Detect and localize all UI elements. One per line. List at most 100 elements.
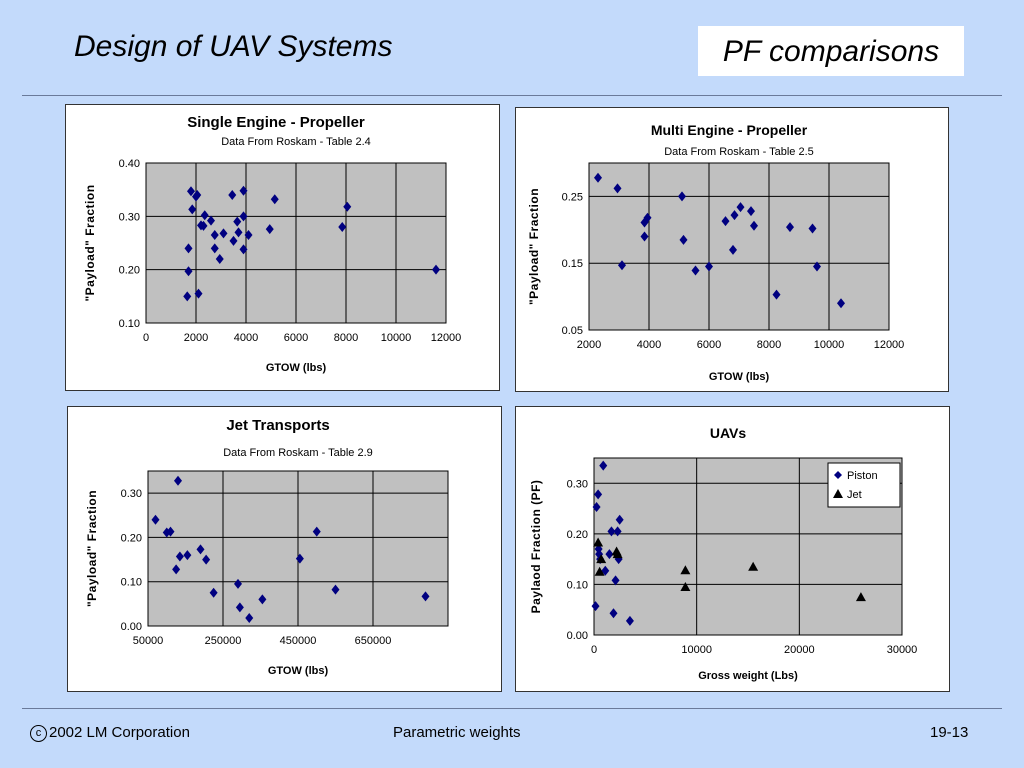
data-point-diamond — [174, 475, 182, 486]
data-point-diamond — [183, 550, 192, 561]
data-point-diamond — [678, 191, 686, 202]
data-point-diamond — [207, 215, 215, 226]
y-tick-label: 0.00 — [121, 621, 142, 633]
x-tick-label: 20000 — [784, 644, 815, 656]
data-point-diamond — [245, 613, 254, 624]
data-point-diamond — [270, 194, 279, 205]
data-point-diamond — [432, 264, 440, 275]
data-point-triangle — [593, 537, 604, 547]
data-point-diamond — [611, 575, 620, 586]
data-point-diamond — [613, 183, 622, 194]
legend-label: Jet — [847, 489, 862, 501]
data-point-diamond — [837, 298, 845, 309]
y-axis-label: "Payload" Fraction — [83, 184, 97, 301]
data-point-diamond — [772, 289, 781, 300]
data-point-diamond — [184, 266, 193, 277]
data-point-diamond — [607, 526, 616, 537]
data-point-diamond — [162, 527, 171, 538]
chart-title: Single Engine - Propeller — [187, 114, 365, 131]
x-axis-label: Gross weight (Lbs) — [698, 670, 798, 682]
y-tick-label: 0.30 — [567, 478, 588, 490]
data-point-diamond — [183, 291, 192, 302]
data-point-diamond — [625, 615, 634, 626]
y-tick-label: 0.10 — [121, 577, 142, 589]
x-tick-label: 4000 — [637, 339, 661, 351]
data-point-diamond — [209, 587, 218, 598]
data-point-diamond — [594, 489, 603, 500]
data-point-diamond — [295, 553, 304, 564]
data-point-diamond — [239, 211, 248, 222]
x-tick-label: 2000 — [184, 332, 208, 344]
chart-uavs: 0 10000 20000 30000 0.00 0.10 0.20 0.30 UAVs Gros… — [515, 406, 950, 692]
x-tick-label: 10000 — [814, 339, 845, 351]
header-divider — [22, 95, 1002, 96]
data-point-diamond — [691, 265, 700, 276]
y-tick-label: 0.40 — [119, 158, 140, 170]
y-axis-label: "Payload" Fraction — [85, 490, 99, 607]
x-tick-label: 250000 — [205, 635, 242, 647]
data-point-diamond — [601, 565, 610, 576]
chart-subtitle: Data From Roskam - Table 2.5 — [664, 146, 814, 158]
footer-copyright: c 2002 LM Corporation — [30, 724, 190, 742]
data-point-diamond — [747, 206, 755, 217]
chart-svg: 0 2000 4000 6000 8000 10000 12000 0.10 0.20 0.30 0… — [83, 114, 461, 374]
chart-title: UAVs — [710, 425, 747, 441]
data-point-diamond — [331, 584, 340, 595]
chart-subtitle: Data From Roskam - Table 2.9 — [223, 447, 373, 459]
y-tick-label: 0.10 — [119, 318, 140, 330]
y-tick-label: 0.10 — [567, 579, 588, 591]
data-point-diamond — [705, 261, 713, 272]
plot-area — [588, 162, 890, 331]
data-point-diamond — [228, 190, 237, 200]
data-point-diamond — [421, 591, 430, 602]
data-point-triangle — [748, 561, 759, 571]
data-point-diamond — [265, 224, 274, 235]
data-point-diamond — [786, 222, 794, 233]
data-point-diamond — [210, 243, 219, 254]
data-point-diamond — [188, 204, 197, 215]
data-point-diamond — [210, 230, 219, 240]
data-point-diamond — [721, 216, 730, 227]
y-tick-label: 0.15 — [562, 258, 583, 270]
x-tick-label: 10000 — [681, 644, 712, 656]
footer-divider — [22, 708, 1002, 709]
y-tick-label: 0.20 — [119, 265, 140, 277]
data-point-diamond — [615, 514, 624, 525]
data-point-diamond — [679, 234, 688, 245]
data-point-diamond — [643, 212, 652, 223]
data-point-diamond — [640, 217, 649, 228]
data-point-diamond — [235, 602, 244, 613]
y-tick-label: 0.05 — [562, 325, 583, 337]
chart-subtitle: Data From Roskam - Table 2.4 — [221, 136, 371, 148]
x-tick-label: 10000 — [381, 332, 412, 344]
data-point-diamond — [343, 201, 352, 212]
y-axis-label: Paylaod Fraction (PF) — [529, 480, 543, 614]
data-point-diamond — [229, 235, 238, 246]
data-point-diamond — [151, 514, 160, 525]
data-point-diamond — [730, 210, 739, 221]
data-point-triangle — [594, 566, 605, 576]
x-tick-label: 50000 — [133, 635, 164, 647]
y-tick-label: 0.20 — [567, 529, 588, 541]
data-point-diamond — [234, 227, 243, 238]
data-point-triangle — [596, 554, 607, 564]
data-point-diamond — [609, 608, 618, 619]
copyright-symbol: c — [30, 725, 47, 742]
x-tick-label: 6000 — [284, 332, 308, 344]
data-point-diamond — [175, 551, 184, 562]
data-point-diamond — [234, 578, 242, 589]
x-tick-label: 6000 — [697, 339, 721, 351]
y-tick-label: 0.20 — [121, 532, 142, 544]
data-point-diamond — [605, 549, 614, 560]
data-point-diamond — [736, 202, 745, 213]
data-point-diamond — [613, 526, 622, 537]
data-point-diamond — [640, 231, 649, 242]
data-point-diamond — [591, 601, 600, 612]
data-point-triangle — [612, 549, 623, 559]
data-point-diamond — [338, 222, 347, 232]
data-point-diamond — [215, 254, 224, 264]
x-tick-label: 4000 — [234, 332, 258, 344]
x-tick-label: 0 — [591, 644, 597, 656]
data-point-diamond — [200, 210, 209, 221]
legend-label: Piston — [847, 470, 878, 482]
